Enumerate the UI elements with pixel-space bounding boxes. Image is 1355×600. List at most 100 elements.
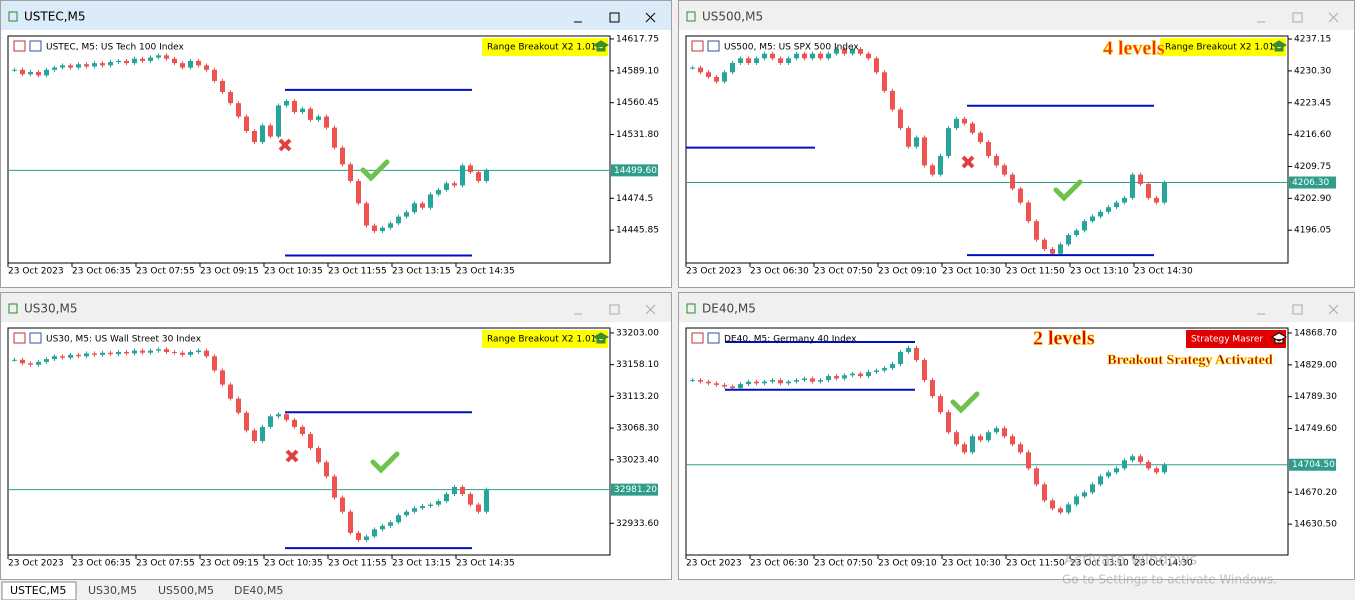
y-tick-label: 14670.20 (1294, 488, 1337, 498)
candle (260, 125, 265, 143)
tab[interactable] (80, 582, 146, 600)
candle (444, 183, 449, 190)
expert-badge-label: Strategy Masrer (1191, 335, 1263, 345)
cross-icon (278, 138, 292, 152)
x-tick-label: 23 Oct 06:35 (72, 267, 131, 277)
check-icon (950, 391, 980, 414)
title-bar (679, 293, 1354, 322)
candle (970, 436, 975, 453)
tab[interactable] (150, 582, 222, 600)
x-tick-label: 23 Oct 13:15 (392, 267, 451, 277)
tab-label[interactable]: US500,M5 (158, 584, 214, 597)
candle (938, 396, 943, 413)
candle (148, 350, 153, 353)
candle (36, 361, 41, 365)
candle (1146, 461, 1151, 469)
candle (420, 203, 425, 208)
candle (380, 227, 385, 232)
candle (108, 352, 113, 355)
y-tick-label: 4202.90 (1294, 194, 1331, 204)
tab-label[interactable]: USTEC,M5 (10, 584, 66, 597)
candle (332, 476, 337, 498)
chart-icon (13, 40, 26, 52)
close-button[interactable] (645, 12, 656, 23)
candle (212, 356, 217, 371)
y-tick-label: 14829.00 (1294, 360, 1337, 370)
price-tag (611, 164, 658, 177)
x-tick-label: 23 Oct 06:30 (750, 559, 809, 569)
x-tick-label: 23 Oct 06:30 (750, 267, 809, 277)
expert-badge-label: Range Breakout X2 1.01 (487, 43, 596, 53)
candle (770, 380, 775, 382)
candle (292, 419, 297, 427)
candle (786, 381, 791, 384)
candle (858, 49, 863, 54)
chart-icon (29, 40, 42, 52)
expert-badge (482, 38, 608, 56)
candle (874, 58, 879, 73)
candle (818, 380, 823, 382)
x-tick-label: 23 Oct 09:15 (200, 559, 259, 569)
tab-bar (0, 580, 1355, 600)
candle (1034, 221, 1039, 240)
candle (164, 55, 169, 59)
close-button[interactable] (1328, 12, 1339, 23)
expert-badge (482, 330, 608, 348)
maximize-button[interactable] (609, 304, 620, 315)
tab[interactable] (1, 581, 77, 600)
candle (20, 69, 25, 75)
candle (284, 100, 289, 106)
candle (986, 142, 991, 157)
candle (906, 347, 911, 352)
candle (746, 58, 751, 63)
candle (204, 350, 209, 357)
candle (28, 363, 33, 365)
candle (762, 381, 767, 384)
candle (938, 156, 943, 175)
candle (1146, 183, 1151, 198)
maximize-button[interactable] (1292, 12, 1303, 23)
chart-window: US30,M5 33203.00 33158.10 33113.20 33068.30 3… (0, 292, 672, 580)
check-icon (370, 451, 400, 474)
candle (746, 381, 751, 385)
maximize-button[interactable] (1292, 304, 1303, 315)
candle (452, 183, 457, 186)
candle (1050, 500, 1055, 509)
close-button[interactable] (645, 304, 656, 315)
chart-icon (707, 332, 720, 344)
x-tick-label: 23 Oct 14:35 (456, 559, 515, 569)
candle (1026, 452, 1031, 469)
candle (468, 494, 473, 505)
tab-label[interactable]: US30,M5 (88, 584, 137, 597)
close-button[interactable] (1328, 304, 1339, 315)
candle (84, 64, 89, 67)
candle (204, 65, 209, 70)
candle (228, 92, 233, 104)
x-tick-label: 23 Oct 07:50 (814, 267, 873, 277)
candle (858, 373, 863, 377)
tab[interactable] (226, 582, 292, 600)
candle (1122, 197, 1127, 203)
x-tick-label: 23 Oct 07:50 (814, 559, 873, 569)
expert-badge-label: Range Breakout X2 1.01 (487, 335, 596, 345)
x-tick-label: 23 Oct 13:15 (392, 559, 451, 569)
candle (52, 356, 57, 360)
candle (898, 109, 903, 129)
candle (28, 72, 33, 75)
annotation: 2 levels (1033, 328, 1095, 350)
candle (730, 386, 735, 389)
candle (1162, 464, 1167, 473)
tab-label[interactable]: DE40,M5 (234, 584, 283, 597)
candle (452, 486, 457, 495)
candle (396, 216, 401, 224)
candle (324, 116, 329, 128)
y-tick-label: 4196.05 (1294, 226, 1331, 236)
candle (826, 376, 831, 381)
maximize-button[interactable] (609, 12, 620, 23)
candle (252, 430, 257, 442)
chart-icon (691, 332, 704, 344)
candle (1082, 492, 1087, 497)
candle (468, 165, 473, 173)
candle (770, 53, 775, 59)
